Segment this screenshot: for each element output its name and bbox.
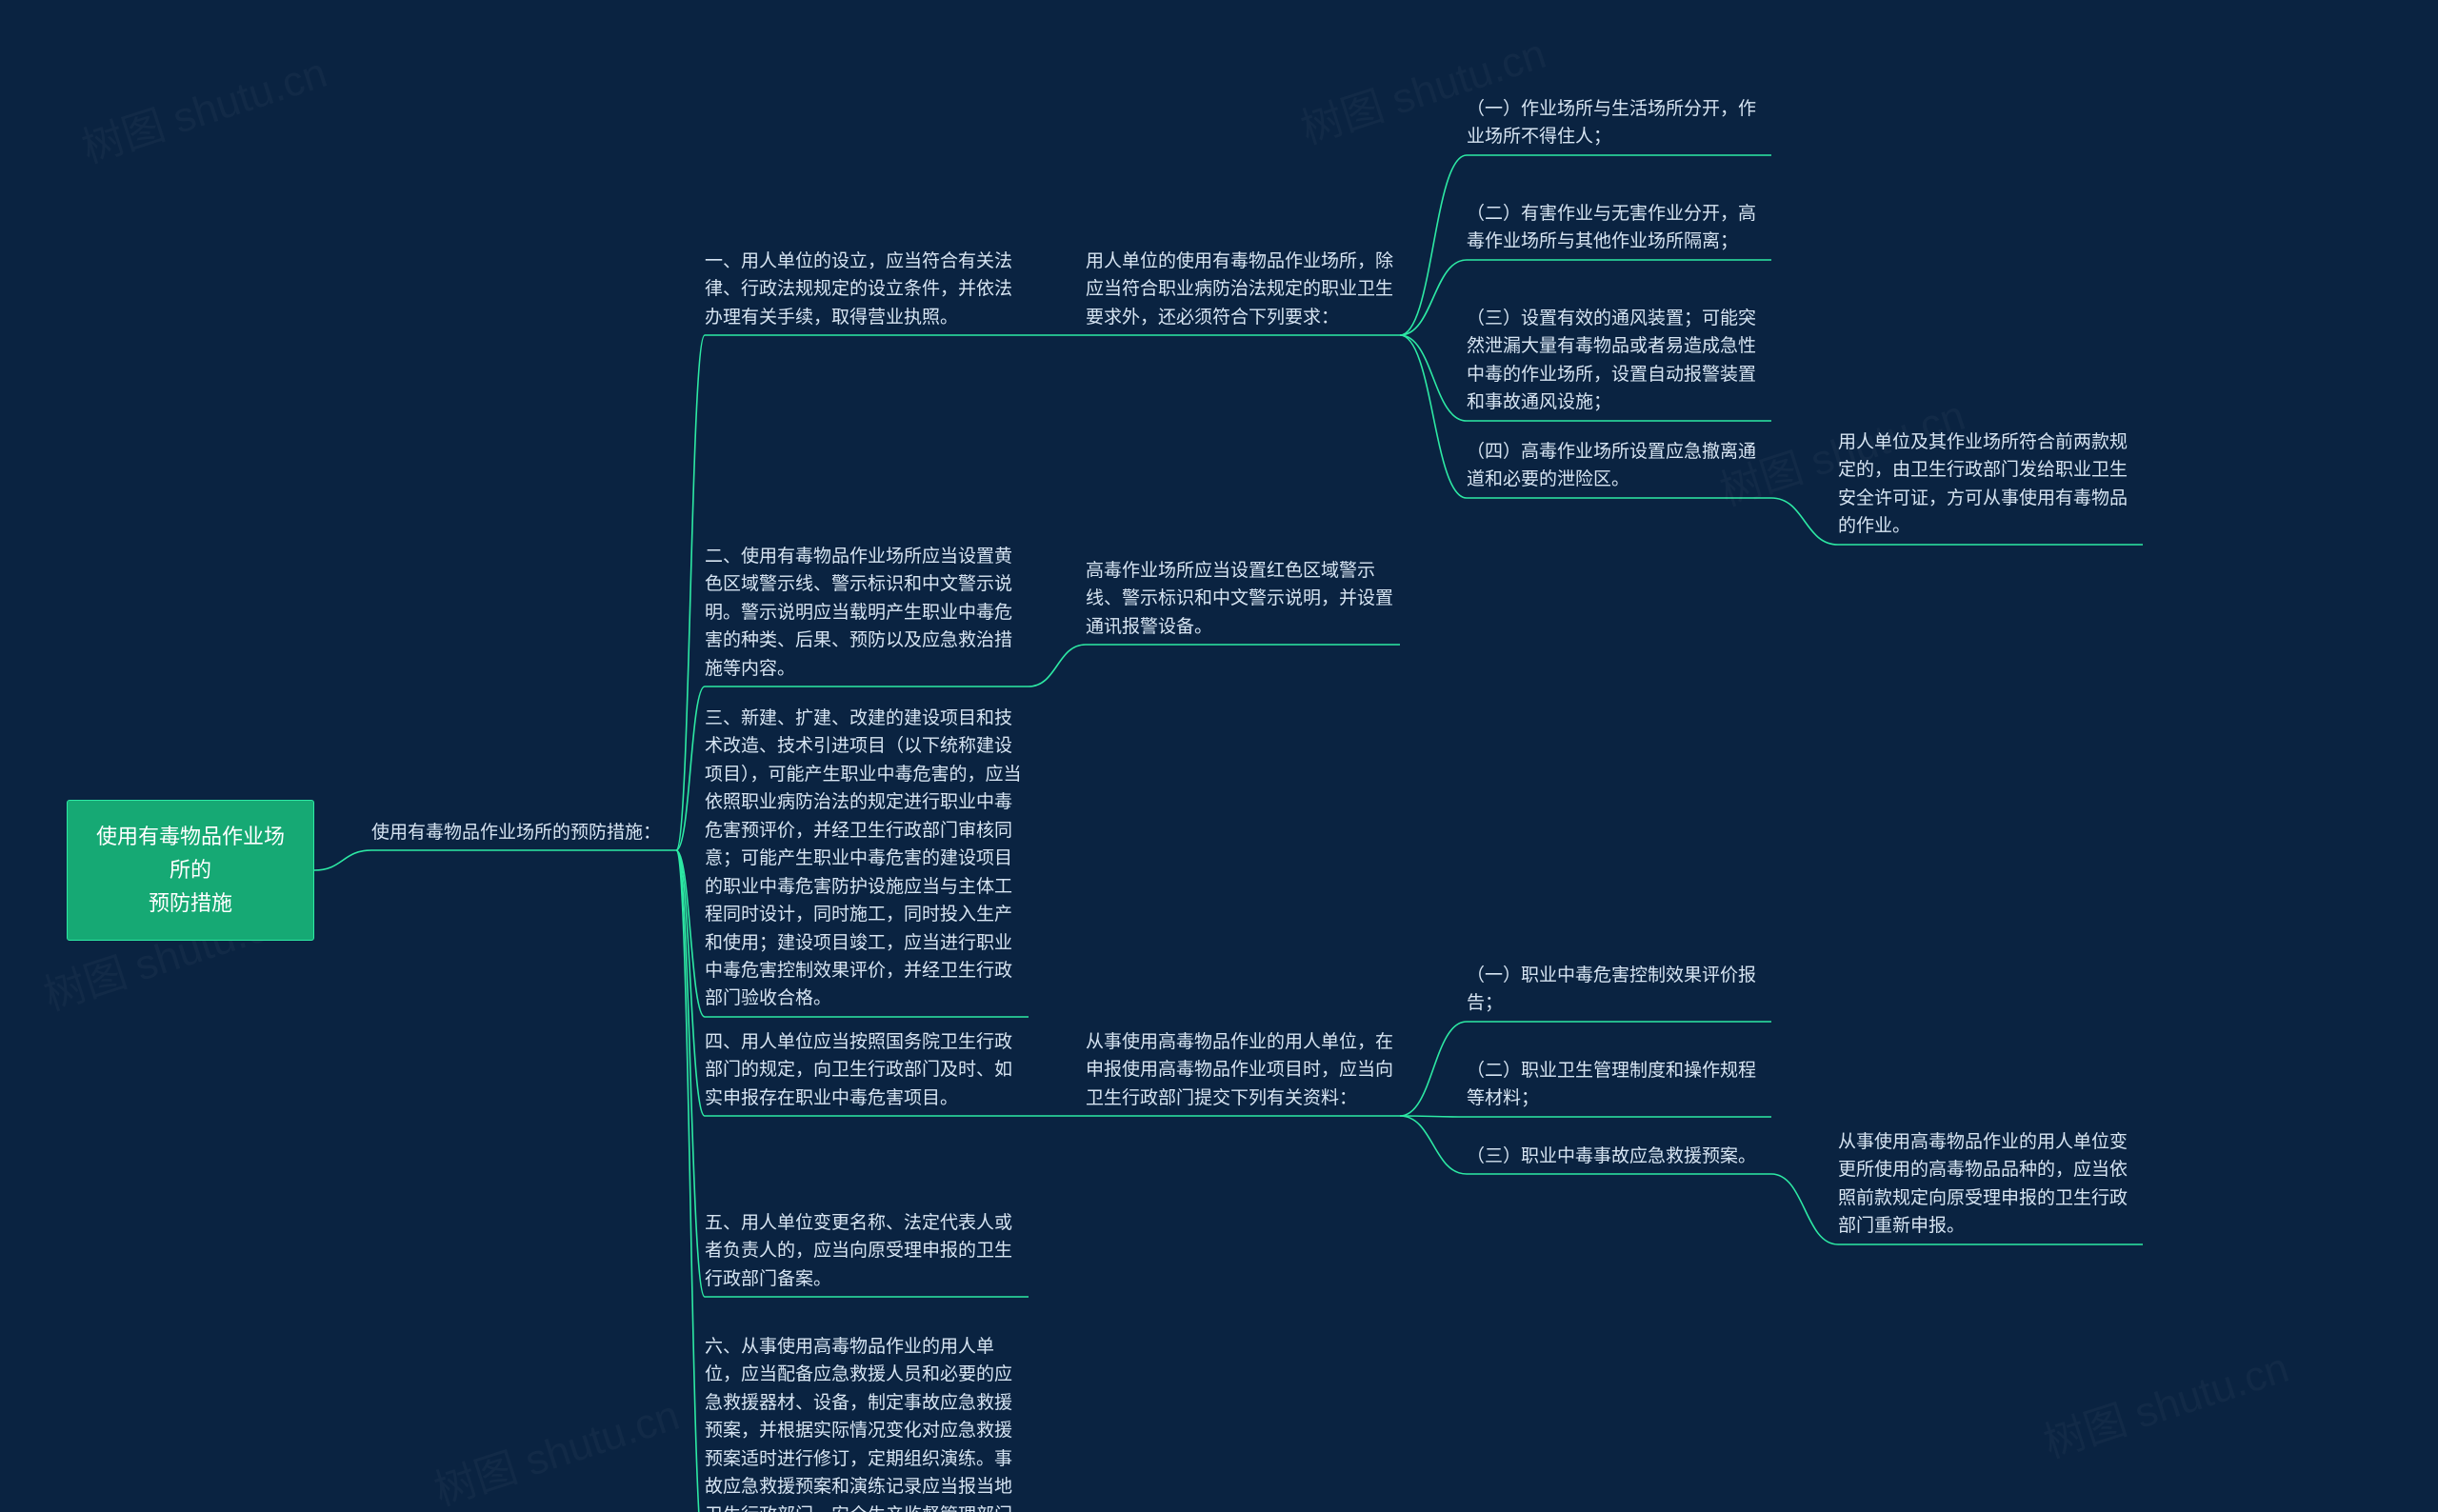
watermark: 树图 shutu.cn: [2035, 1333, 2295, 1469]
branch-level2: 六、从事使用高毒物品作业的用人单位，应当配备应急救援人员和必要的应急救援器材、设…: [705, 1333, 1029, 1512]
branch-level3: 用人单位的使用有毒物品作业场所，除应当符合职业病防治法规定的职业卫生要求外，还必…: [1086, 248, 1400, 331]
branch-level4: （一）作业场所与生活场所分开，作业场所不得住人；: [1467, 95, 1771, 151]
branch-level2: 三、新建、扩建、改建的建设项目和技术改造、技术引进项目（以下统称建设项目），可能…: [705, 705, 1029, 1013]
branch-level4: （三）设置有效的通风装置；可能突然泄漏大量有毒物品或者易造成急性中毒的作业场所，…: [1467, 305, 1771, 417]
branch-level2: 四、用人单位应当按照国务院卫生行政部门的规定，向卫生行政部门及时、如实申报存在职…: [705, 1028, 1029, 1112]
connector-layer: [0, 0, 2438, 1512]
branch-level5: 用人单位及其作业场所符合前两款规定的，由卫生行政部门发给职业卫生安全许可证，方可…: [1838, 428, 2143, 541]
branch-level2: 一、用人单位的设立，应当符合有关法律、行政法规规定的设立条件，并依法办理有关手续…: [705, 248, 1029, 331]
branch-level4: （二）职业卫生管理制度和操作规程等材料；: [1467, 1057, 1771, 1113]
branch-main: 使用有毒物品作业场所的预防措施：: [371, 819, 676, 846]
branch-level4: （三）职业中毒事故应急救援预案。: [1467, 1143, 1771, 1170]
branch-level3: 从事使用高毒物品作业的用人单位，在申报使用高毒物品作业项目时，应当向卫生行政部门…: [1086, 1028, 1400, 1112]
branch-level5: 从事使用高毒物品作业的用人单位变更所使用的高毒物品品种的，应当依照前款规定向原受…: [1838, 1128, 2143, 1241]
watermark: 树图 shutu.cn: [426, 1381, 686, 1512]
branch-level4: （四）高毒作业场所设置应急撤离通道和必要的泄险区。: [1467, 438, 1771, 494]
branch-level2: 五、用人单位变更名称、法定代表人或者负责人的，应当向原受理申报的卫生行政部门备案…: [705, 1209, 1029, 1293]
watermark: 树图 shutu.cn: [73, 38, 333, 174]
branch-level3: 高毒作业场所应当设置红色区域警示线、警示标识和中文警示说明，并设置通讯报警设备。: [1086, 557, 1400, 641]
root-node: 使用有毒物品作业场所的预防措施: [67, 800, 314, 941]
branch-level2: 二、使用有毒物品作业场所应当设置黄色区域警示线、警示标识和中文警示说明。警示说明…: [705, 543, 1029, 683]
branch-level4: （一）职业中毒危害控制效果评价报告；: [1467, 962, 1771, 1018]
branch-level4: （二）有害作业与无害作业分开，高毒作业场所与其他作业场所隔离；: [1467, 200, 1771, 256]
